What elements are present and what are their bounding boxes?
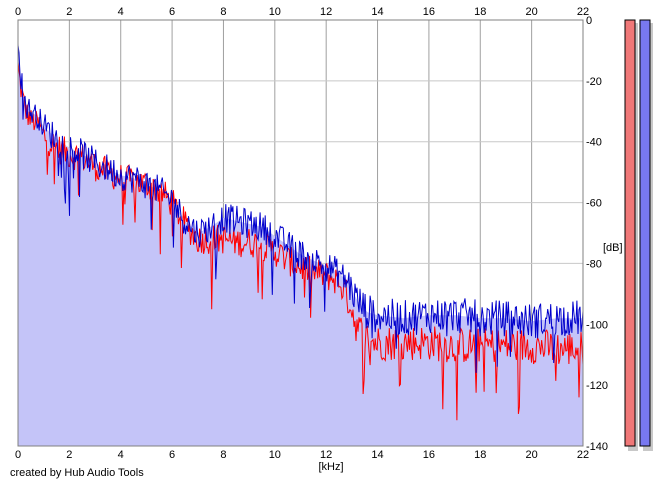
y-tick-label: -80 [586,258,602,270]
x-tick-label-bottom: 0 [15,449,21,461]
x-tick-label-bottom: 14 [371,449,383,461]
x-tick-label-bottom: 12 [320,449,332,461]
x-tick-label-bottom: 10 [269,449,281,461]
credit-text: created by Hub Audio Tools [10,467,144,479]
y-axis-right-ticks: 0 -20 -40 -60 -80 -100 -120 -140 [586,15,608,453]
x-axis-label: [kHz] [318,461,343,473]
y-tick-label: -100 [586,319,608,331]
plot-frame [17,19,584,447]
series-line-2 [17,45,584,373]
x-tick-label-top: 0 [15,6,21,18]
x-tick-label-bottom: 18 [474,449,486,461]
x-tick-label-bottom: 4 [118,449,124,461]
y-tick-label: -40 [586,137,602,149]
spectrum-fill-area [18,35,583,446]
x-axis-bottom-ticks: 0 2 4 6 8 10 12 14 16 18 20 22 [15,449,589,461]
x-tick-label-bottom: 2 [66,449,72,461]
series-group [17,45,584,421]
series-line-1 [17,61,584,421]
x-tick-label-bottom: 20 [526,449,538,461]
x-tick-label-top: 4 [118,6,124,18]
x-tick-label-bottom: 16 [423,449,435,461]
y-axis-label: [dB] [603,242,623,254]
y-tick-label: 0 [586,15,592,27]
y-tick-label: -60 [586,198,602,210]
level-meter-bar [624,19,636,447]
y-tick-label: -20 [586,76,602,88]
x-tick-label-bottom: 8 [220,449,226,461]
x-tick-label-top: 20 [526,6,538,18]
x-tick-label-top: 10 [269,6,281,18]
y-tick-label: -120 [586,380,608,392]
x-tick-label-top: 6 [169,6,175,18]
level-meter-bar [639,19,651,447]
x-tick-label-top: 18 [474,6,486,18]
y-tick-label: -140 [586,441,608,453]
x-tick-label-top: 8 [220,6,226,18]
x-tick-label-top: 16 [423,6,435,18]
x-tick-label-top: 12 [320,6,332,18]
x-tick-label-bottom: 6 [169,449,175,461]
x-tick-label-top: 14 [371,6,383,18]
x-tick-label-bottom: 22 [577,449,589,461]
level-meters [624,19,653,451]
x-tick-label-top: 22 [577,6,589,18]
x-axis-top-ticks: 0 2 4 6 8 10 12 14 16 18 20 22 [15,6,589,18]
x-tick-label-top: 2 [66,6,72,18]
